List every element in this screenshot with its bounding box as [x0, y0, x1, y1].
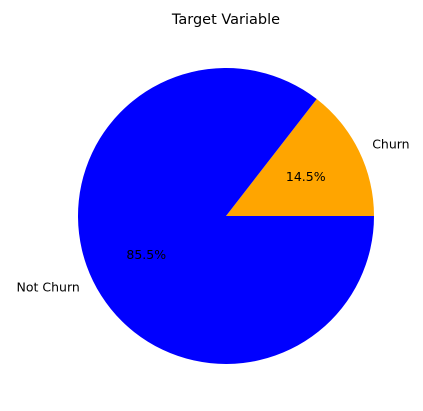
slice-label-not-churn: Not Churn — [17, 280, 80, 295]
pie-labels: Churn 14.5% Not Churn 85.5% — [17, 136, 410, 294]
pct-label-not-churn: 85.5% — [126, 247, 166, 262]
slice-label-churn: Churn — [372, 136, 409, 151]
pie-slices — [78, 68, 375, 365]
pie-slice-not-churn — [78, 68, 375, 365]
pie-slice-churn — [226, 99, 374, 216]
chart-title: Target Variable — [171, 12, 280, 28]
pct-label-churn: 14.5% — [286, 169, 326, 184]
